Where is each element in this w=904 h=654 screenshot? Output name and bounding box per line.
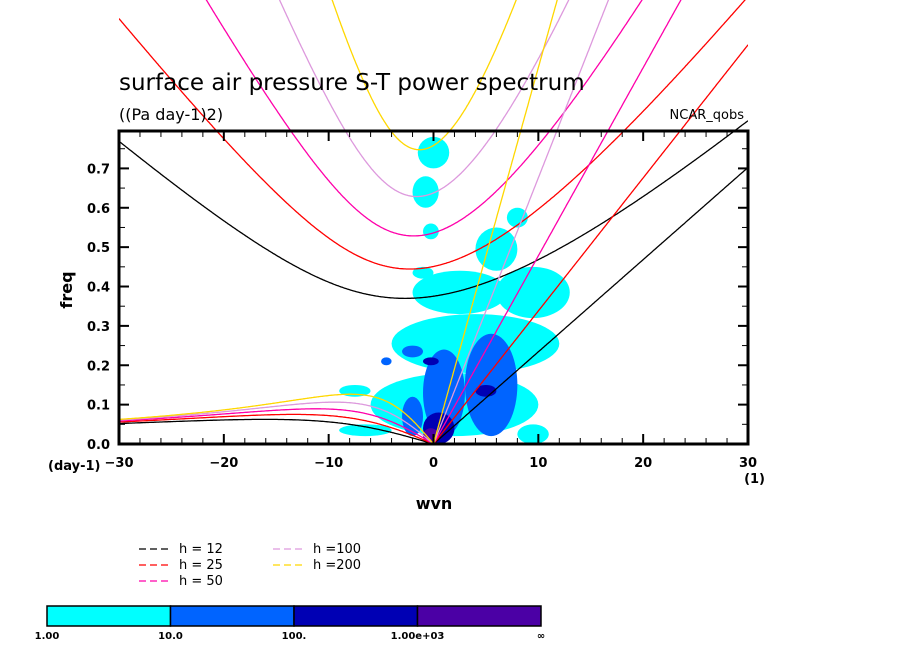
- x-tick-label: 20: [634, 456, 652, 471]
- x-unit-label: (1): [744, 472, 765, 487]
- inertia-gravity-curve: [278, 0, 570, 198]
- kelvin-curve: [432, 0, 558, 444]
- legend-label: h =200: [313, 558, 361, 573]
- inertia-gravity-curve: [331, 0, 517, 151]
- spectrum-shading: [339, 136, 570, 444]
- shaded-region: [412, 176, 439, 208]
- rossby-curve: [119, 401, 434, 444]
- colorbar-label: 10.0: [158, 631, 183, 642]
- kelvin-curve: [433, 166, 748, 444]
- x-tick-label: 10: [529, 456, 547, 471]
- y-tick-label: 0.3: [87, 320, 110, 335]
- shaded-region: [464, 333, 518, 437]
- inertia-gravity-curve: [119, 120, 748, 300]
- shaded-region: [402, 396, 424, 437]
- axis-ticks: −30 −20 −10 0 10 20 30 0.0 0.1 0.2 0.3 0.4 0.5 0.6 0.7: [87, 131, 757, 471]
- colorbar-label: 100.: [282, 631, 307, 642]
- shaded-region: [423, 223, 439, 240]
- kelvin-curve: [432, 44, 748, 444]
- x-tick-label: 0: [429, 456, 438, 471]
- x-tick-label: 30: [739, 456, 757, 471]
- shaded-region: [506, 207, 528, 228]
- shaded-region: [339, 424, 392, 437]
- shaded-region: [412, 266, 434, 279]
- y-tick-label: 0.2: [87, 359, 110, 374]
- colorbar-label: 1.00: [35, 631, 60, 642]
- legend-label: h = 50: [179, 574, 223, 589]
- y-tick-label: 0.7: [87, 162, 110, 177]
- x-tick-label: −10: [314, 456, 343, 471]
- colorbar: 1.00 10.0 100. 1.00e+03 ∞: [35, 605, 545, 642]
- kelvin-curve: [432, 0, 610, 444]
- shaded-region: [417, 136, 450, 169]
- legend-label: h = 25: [179, 558, 223, 573]
- chart-subtitle: ((Pa day-1)2): [119, 105, 223, 124]
- colorbar-segment: [293, 605, 419, 627]
- y-tick-label: 0.1: [87, 399, 110, 414]
- shaded-region: [517, 424, 549, 444]
- legend-label: h =100: [313, 542, 361, 557]
- shaded-region: [412, 270, 507, 315]
- y-axis-label: freq: [57, 271, 76, 308]
- colorbar-label: 1.00e+03: [391, 631, 445, 642]
- chart-title: surface air pressure S-T power spectrum: [119, 70, 585, 96]
- y-tick-label: 0.6: [87, 202, 110, 217]
- shaded-region: [423, 357, 439, 366]
- y-unit-label: (day-1): [48, 459, 100, 474]
- rossby-curve: [119, 413, 434, 444]
- shaded-region: [475, 227, 518, 271]
- legend-label: h = 12: [179, 542, 223, 557]
- y-tick-label: 0.0: [87, 438, 110, 453]
- shaded-region: [496, 266, 570, 319]
- shaded-region: [402, 345, 424, 358]
- dispersion-curves: [119, 0, 748, 444]
- inertia-gravity-curve: [205, 0, 643, 237]
- dataset-label: NCAR_qobs: [670, 108, 745, 123]
- y-tick-label: 0.4: [87, 281, 110, 296]
- rossby-curve: [119, 408, 434, 444]
- x-axis-label: wvn: [416, 494, 453, 513]
- rossby-curve: [119, 418, 434, 444]
- x-tick-label: −30: [105, 456, 134, 471]
- rossby-curve: [119, 393, 435, 444]
- colorbar-segment: [169, 605, 295, 627]
- kelvin-curve: [432, 0, 682, 444]
- x-tick-label: −20: [209, 456, 238, 471]
- colorbar-segment: [46, 605, 172, 627]
- y-tick-label: 0.5: [87, 241, 110, 256]
- colorbar-segment: [416, 605, 542, 627]
- colorbar-label: ∞: [537, 631, 545, 642]
- shaded-region: [381, 357, 392, 366]
